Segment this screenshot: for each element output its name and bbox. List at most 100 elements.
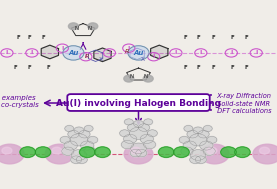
- Circle shape: [124, 119, 133, 125]
- Text: F: F: [211, 35, 215, 40]
- Circle shape: [190, 150, 206, 160]
- Circle shape: [131, 143, 146, 154]
- Circle shape: [124, 144, 153, 164]
- Circle shape: [260, 147, 270, 154]
- Circle shape: [20, 147, 35, 157]
- Circle shape: [74, 127, 84, 134]
- Text: F: F: [196, 65, 200, 70]
- Circle shape: [203, 125, 212, 132]
- Circle shape: [200, 141, 213, 150]
- FancyBboxPatch shape: [67, 94, 210, 111]
- Circle shape: [63, 46, 84, 60]
- Circle shape: [203, 147, 215, 155]
- Circle shape: [65, 125, 74, 132]
- Circle shape: [136, 149, 147, 157]
- Text: F: F: [196, 35, 200, 40]
- Text: F: F: [13, 65, 17, 70]
- Circle shape: [179, 136, 189, 143]
- Text: I: I: [108, 50, 111, 55]
- Text: N: N: [130, 74, 134, 79]
- Polygon shape: [41, 45, 58, 59]
- Circle shape: [131, 147, 141, 154]
- Circle shape: [207, 147, 217, 154]
- Circle shape: [88, 136, 98, 143]
- Circle shape: [79, 147, 95, 157]
- Circle shape: [124, 134, 137, 143]
- Circle shape: [84, 147, 96, 155]
- Text: R: R: [125, 50, 130, 54]
- Text: F: F: [16, 35, 20, 40]
- Text: I: I: [128, 46, 130, 51]
- Circle shape: [0, 144, 24, 164]
- Circle shape: [221, 147, 236, 157]
- Text: X: X: [99, 57, 103, 62]
- Circle shape: [35, 147, 51, 157]
- Circle shape: [88, 23, 98, 30]
- Text: F: F: [231, 35, 235, 40]
- Circle shape: [235, 147, 250, 157]
- Circle shape: [190, 156, 201, 163]
- Circle shape: [70, 134, 88, 146]
- Circle shape: [60, 136, 70, 143]
- Text: F: F: [245, 35, 248, 40]
- Text: N: N: [88, 26, 92, 31]
- Circle shape: [124, 75, 134, 82]
- Text: F: F: [231, 65, 235, 70]
- Text: F: F: [245, 65, 248, 70]
- Text: I: I: [255, 50, 257, 55]
- Circle shape: [62, 147, 74, 155]
- Circle shape: [71, 156, 82, 163]
- Text: F: F: [47, 65, 50, 70]
- Circle shape: [130, 149, 141, 157]
- Text: F: F: [184, 35, 188, 40]
- Text: Au: Au: [133, 50, 144, 56]
- Text: F: F: [27, 35, 31, 40]
- Text: •  X-ray Diffraction: • X-ray Diffraction: [209, 93, 271, 99]
- Circle shape: [143, 140, 156, 149]
- Circle shape: [138, 124, 150, 131]
- Text: N: N: [143, 74, 147, 79]
- Circle shape: [174, 147, 189, 157]
- Text: 9 examples: 9 examples: [0, 94, 35, 101]
- Circle shape: [68, 130, 79, 138]
- Text: I: I: [85, 54, 87, 59]
- Circle shape: [184, 125, 193, 132]
- Circle shape: [147, 130, 157, 137]
- Text: F: F: [27, 65, 31, 70]
- Text: I: I: [175, 50, 177, 55]
- Text: F: F: [184, 65, 188, 70]
- Circle shape: [2, 147, 12, 154]
- Text: R: R: [85, 54, 89, 59]
- Circle shape: [200, 144, 229, 164]
- Circle shape: [68, 23, 78, 30]
- Circle shape: [207, 136, 217, 143]
- Text: Au(I) involving Halogen Bonding: Au(I) involving Halogen Bonding: [56, 98, 221, 108]
- Text: F: F: [41, 35, 45, 40]
- Circle shape: [253, 144, 277, 164]
- Circle shape: [52, 147, 62, 154]
- Circle shape: [198, 130, 209, 138]
- Circle shape: [183, 141, 196, 150]
- Text: Au: Au: [68, 50, 79, 56]
- Circle shape: [187, 130, 198, 138]
- Text: •  DFT calculations: • DFT calculations: [209, 108, 272, 114]
- Circle shape: [81, 141, 94, 150]
- Text: I: I: [61, 46, 63, 51]
- Circle shape: [120, 130, 130, 137]
- Text: F: F: [211, 65, 215, 70]
- Circle shape: [121, 140, 134, 149]
- Circle shape: [158, 147, 174, 157]
- Circle shape: [140, 134, 153, 143]
- Text: of co-crystals: of co-crystals: [0, 102, 39, 108]
- Text: N: N: [74, 26, 78, 31]
- Circle shape: [64, 141, 77, 150]
- Circle shape: [181, 147, 193, 155]
- Circle shape: [143, 75, 153, 82]
- Circle shape: [71, 150, 87, 160]
- Circle shape: [130, 127, 147, 139]
- Circle shape: [95, 147, 110, 157]
- Circle shape: [76, 156, 87, 163]
- Circle shape: [128, 46, 149, 60]
- Circle shape: [189, 134, 207, 146]
- Text: X: X: [141, 57, 145, 62]
